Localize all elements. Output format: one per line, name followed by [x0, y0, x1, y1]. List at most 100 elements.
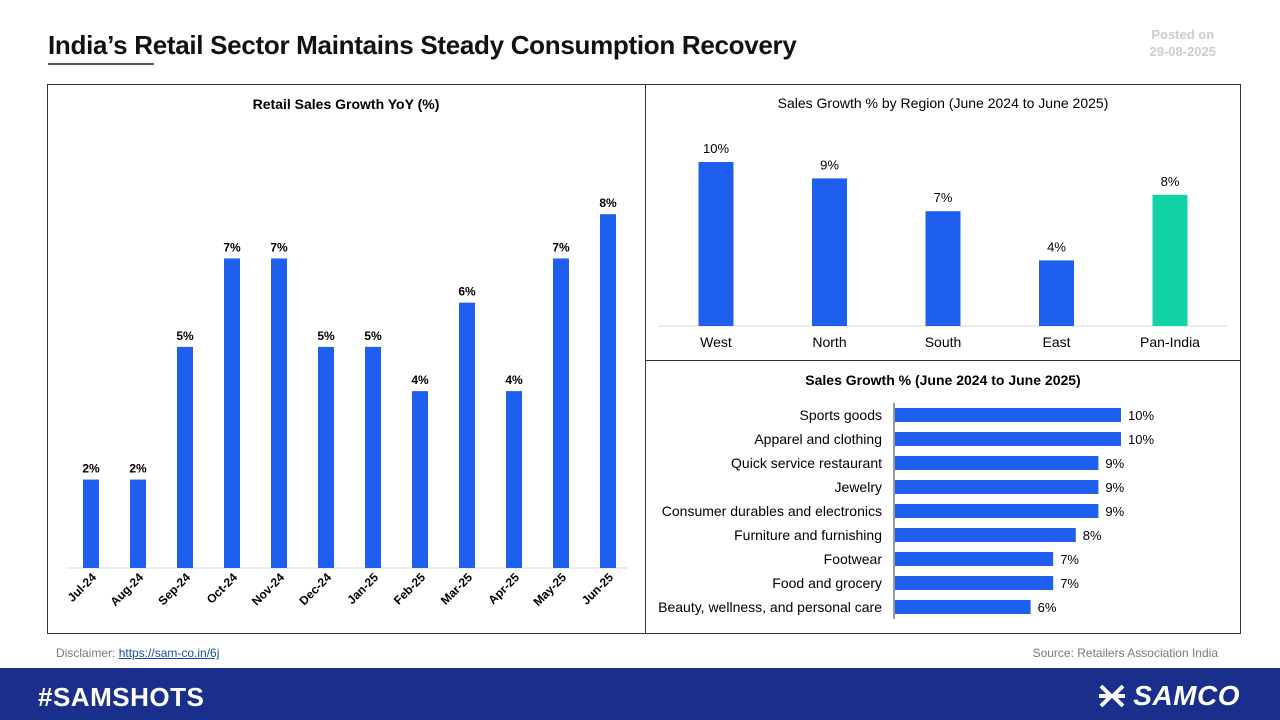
data-label: 9% — [1105, 504, 1124, 519]
monthly-growth-chart: Retail Sales Growth YoY (%) 2% Jul-24 2% Aug… — [65, 96, 628, 609]
title-underline — [48, 63, 154, 65]
bar-Mar-25 — [459, 302, 475, 568]
data-label: 8% — [1083, 528, 1102, 543]
region-growth-chart: Sales Growth % by Region (June 2024 to J… — [658, 95, 1228, 350]
bar-Oct-24 — [224, 258, 240, 568]
data-label: 8% — [1161, 174, 1180, 189]
bar-food-and-grocery — [895, 576, 1054, 590]
tick-label: Sports goods — [800, 407, 883, 423]
data-label: 2% — [82, 462, 100, 476]
data-label: 5% — [317, 329, 335, 343]
bar-Feb-25 — [412, 391, 428, 568]
bar-Aug-24 — [130, 479, 146, 568]
bar-apparel-and-clothing — [895, 432, 1121, 446]
tick-label: Sep-24 — [155, 570, 193, 608]
tick-label: Footwear — [824, 551, 883, 567]
bar-consumer-durables-and-electronics — [895, 504, 1099, 518]
tick-label: Food and grocery — [772, 575, 882, 591]
data-label: 9% — [820, 157, 839, 172]
tick-label: May-25 — [530, 570, 569, 609]
bar-Nov-24 — [271, 258, 287, 568]
chart-title: Sales Growth % by Region (June 2024 to J… — [778, 95, 1109, 111]
tick-label: Pan-India — [1140, 334, 1200, 350]
tick-label: Jewelry — [835, 479, 882, 495]
data-label: 8% — [599, 196, 617, 210]
data-label: 7% — [934, 190, 953, 205]
disclaimer: Disclaimer: https://sam-co.in/6j — [56, 646, 219, 660]
bar-north — [812, 178, 847, 326]
tick-label: Feb-25 — [391, 570, 428, 607]
bar-jewelry — [895, 480, 1099, 494]
tick-label: Dec-24 — [296, 570, 334, 608]
tick-label: Mar-25 — [438, 570, 475, 607]
tick-label: Quick service restaurant — [731, 455, 882, 471]
data-label: 9% — [1105, 456, 1124, 471]
bar-beauty-wellness-and-personal-care — [895, 600, 1031, 614]
tick-label: West — [700, 334, 732, 350]
category-growth-chart: Sales Growth % (June 2024 to June 2025) 1… — [658, 372, 1154, 619]
tick-label: Jun-25 — [579, 570, 616, 607]
bar-May-25 — [553, 258, 569, 568]
tick-label: Nov-24 — [249, 570, 287, 608]
bar-Dec-24 — [318, 346, 334, 568]
bar-east — [1039, 260, 1074, 326]
bar-south — [925, 211, 961, 326]
data-label: 9% — [1105, 480, 1124, 495]
data-label: 7% — [552, 240, 570, 254]
tick-label: Furniture and furnishing — [734, 527, 882, 543]
brand-name: SAMCO — [1133, 680, 1240, 711]
tick-label: South — [925, 334, 962, 350]
tick-label: Jul-24 — [65, 570, 100, 605]
data-label: 7% — [1060, 552, 1079, 567]
chart-frame — [47, 84, 1241, 634]
posted-label: Posted on — [1151, 27, 1215, 42]
data-label: 4% — [505, 373, 523, 387]
disclaimer-link[interactable]: https://sam-co.in/6j — [118, 646, 220, 660]
tick-label: Apr-25 — [485, 570, 522, 607]
posted-on: Posted on 29-08-2025 — [1150, 26, 1217, 60]
tick-label: Beauty, wellness, and personal care — [658, 599, 882, 615]
data-label: 10% — [1128, 432, 1154, 447]
data-label: 7% — [270, 240, 288, 254]
tick-label: Consumer durables and electronics — [662, 503, 882, 519]
tick-label: Apparel and clothing — [754, 431, 882, 447]
tick-label: Jan-25 — [344, 570, 381, 607]
bar-pan-india — [1152, 194, 1188, 326]
hashtag: #SAMSHOTS — [38, 682, 205, 712]
data-label: 6% — [458, 285, 476, 299]
page-title: India’s Retail Sector Maintains Steady C… — [48, 30, 797, 60]
bar-footwear — [895, 552, 1054, 566]
bar-Apr-25 — [506, 391, 522, 568]
data-label: 2% — [129, 462, 147, 476]
data-label: 4% — [411, 373, 429, 387]
bar-sports-goods — [895, 408, 1121, 422]
source-note: Source: Retailers Association India — [1032, 646, 1218, 660]
tick-label: East — [1042, 334, 1070, 350]
data-label: 4% — [1047, 239, 1066, 254]
samco-logo-icon — [1099, 684, 1126, 708]
bar-west — [698, 162, 734, 326]
footer-bar: #SAMSHOTS SAMCO — [0, 668, 1280, 720]
data-label: 10% — [1128, 408, 1154, 423]
data-label: 7% — [223, 240, 241, 254]
bar-Jun-25 — [600, 214, 616, 568]
bar-quick-service-restaurant — [895, 456, 1099, 470]
disclaimer-label: Disclaimer: — [56, 646, 116, 660]
panel-divider-vertical — [645, 84, 646, 634]
data-label: 10% — [703, 141, 729, 156]
bar-Sep-24 — [177, 346, 193, 568]
tick-label: North — [812, 334, 846, 350]
bar-furniture-and-furnishing — [895, 528, 1076, 542]
chart-title: Retail Sales Growth YoY (%) — [253, 96, 440, 112]
data-label: 7% — [1060, 576, 1079, 591]
bar-Jul-24 — [83, 479, 99, 568]
data-label: 5% — [176, 329, 194, 343]
chart-title: Sales Growth % (June 2024 to June 2025) — [805, 372, 1080, 388]
bar-Jan-25 — [365, 346, 381, 568]
panel-divider-horizontal — [645, 360, 1241, 361]
data-label: 6% — [1038, 600, 1057, 615]
tick-label: Aug-24 — [107, 570, 146, 609]
tick-label: Oct-24 — [204, 570, 241, 607]
brand-logo: SAMCO — [1097, 680, 1240, 712]
posted-date: 29-08-2025 — [1149, 44, 1217, 59]
